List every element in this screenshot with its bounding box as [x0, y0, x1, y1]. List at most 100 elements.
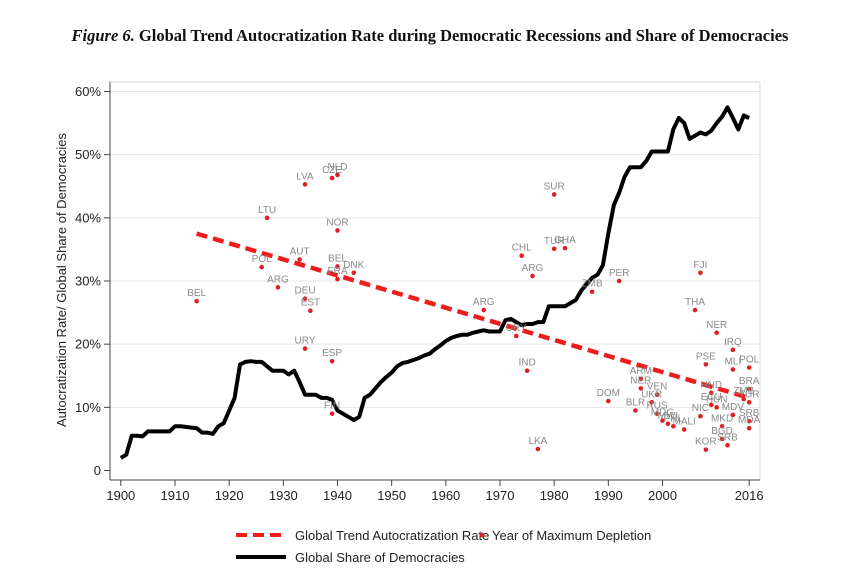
point-label: ARG: [267, 274, 289, 285]
depletion-point: BGD: [711, 426, 733, 442]
point-marker: [351, 270, 357, 276]
point-label: PER: [609, 268, 630, 279]
point-label: EST: [301, 298, 320, 309]
point-marker: [335, 276, 340, 282]
depletion-point: ESP: [322, 348, 342, 364]
depletion-point: DEU: [294, 286, 316, 301]
x-tick-label: 1960: [431, 488, 460, 503]
point-marker: [606, 398, 611, 404]
depletion-point: MALI: [672, 416, 696, 432]
depletion-point: THA: [685, 297, 705, 313]
point-label: MDG: [651, 408, 675, 419]
y-tick-label: 40%: [75, 210, 101, 225]
point-label: NOR: [326, 217, 348, 228]
point-label: GHA: [554, 235, 576, 246]
point-marker: [264, 215, 270, 221]
point-label: PHL: [664, 413, 684, 424]
point-label: BGD: [711, 426, 733, 437]
x-tick-label: 1900: [106, 488, 135, 503]
point-marker: [741, 396, 747, 402]
point-marker: [524, 368, 530, 374]
point-marker: [275, 285, 281, 290]
y-axis-label: Autocratization Rate/ Global Share of De…: [54, 132, 69, 427]
point-marker: [562, 245, 568, 251]
point-label: ARM: [630, 366, 652, 377]
point-label: LKA: [528, 436, 547, 447]
point-marker: [714, 330, 719, 336]
depletion-point: DNK: [343, 260, 365, 276]
point-label: HND: [700, 380, 722, 391]
depletion-point: UKR: [641, 389, 662, 405]
point-label: POL: [739, 355, 759, 366]
x-ticks: 1900 1910 1920 1930 1940 1950 1960 1970 1980 1990…: [106, 480, 764, 503]
point-marker: [329, 175, 335, 181]
point-label: MDA: [738, 415, 761, 426]
point-marker: [302, 346, 308, 351]
point-marker: [719, 424, 725, 429]
point-label: CHL: [512, 243, 532, 254]
point-label: MDV: [722, 402, 745, 413]
point-marker: [589, 289, 595, 295]
point-label: DOM: [597, 388, 620, 399]
point-marker: [335, 264, 340, 269]
depletion-point: BRA: [739, 376, 760, 392]
depletion-point: DOM: [597, 388, 620, 404]
point-label: MKD: [711, 413, 733, 424]
share-line: [119, 105, 751, 460]
x-tick-label: 1920: [215, 488, 244, 503]
point-marker: [698, 270, 703, 276]
point-label: SUR: [544, 181, 565, 192]
depletion-point: NLD: [327, 162, 348, 178]
point-label: POL: [252, 254, 272, 265]
depletion-point: POL: [252, 254, 272, 270]
depletion-point: TUR: [739, 389, 759, 405]
point-marker: [638, 386, 644, 391]
point-label: PSE: [696, 351, 716, 362]
depletion-point: MDA: [738, 415, 761, 431]
depletion-point: ZMB: [733, 386, 755, 402]
y-tick-label: 60%: [75, 84, 101, 99]
point-label: NIC: [692, 403, 709, 414]
point-label: BLR: [626, 398, 645, 409]
x-tick-label: 1990: [594, 488, 623, 503]
depletion-point: MDV: [722, 402, 745, 418]
depletion-point: BLR: [626, 398, 645, 413]
y-tick-label: 0: [94, 463, 101, 478]
point-marker: [633, 408, 638, 413]
point-marker: [730, 412, 736, 418]
point-marker: [551, 192, 557, 197]
point-label: HUN: [706, 394, 728, 405]
figure-number: Figure 6.: [71, 26, 135, 45]
point-marker: [519, 253, 524, 259]
point-marker: [654, 411, 660, 416]
figure-title: Figure 6. Global Trend Autocratization R…: [0, 26, 860, 46]
point-label: CZE: [322, 165, 342, 176]
point-label: MALI: [672, 416, 695, 427]
point-label: LVA: [296, 171, 314, 182]
point-label: BRA: [739, 376, 760, 387]
x-tick-label: 1970: [486, 488, 515, 503]
point-marker: [616, 278, 622, 284]
depletion-point: PER: [609, 268, 630, 284]
point-marker: [530, 273, 535, 279]
point-marker: [297, 257, 302, 262]
point-marker: [746, 418, 752, 424]
depletion-point: IRQ: [724, 337, 742, 353]
x-tick-label: 2000: [648, 488, 677, 503]
point-marker: [708, 402, 714, 408]
point-marker: [708, 390, 714, 396]
depletion-point: GHA: [554, 235, 576, 251]
trend-line: [196, 231, 750, 401]
x-tick-label: 1980: [540, 488, 569, 503]
point-marker: [302, 182, 308, 187]
point-label: DNK: [343, 260, 364, 271]
point-marker: [692, 307, 698, 313]
depletion-point: MKD: [711, 413, 733, 429]
point-marker: [638, 376, 644, 382]
depletion-point: NER: [706, 320, 727, 336]
point-marker: [654, 392, 660, 398]
point-marker: [335, 172, 340, 178]
depletion-point: ZMB: [582, 279, 603, 295]
point-label: DEU: [294, 286, 315, 297]
